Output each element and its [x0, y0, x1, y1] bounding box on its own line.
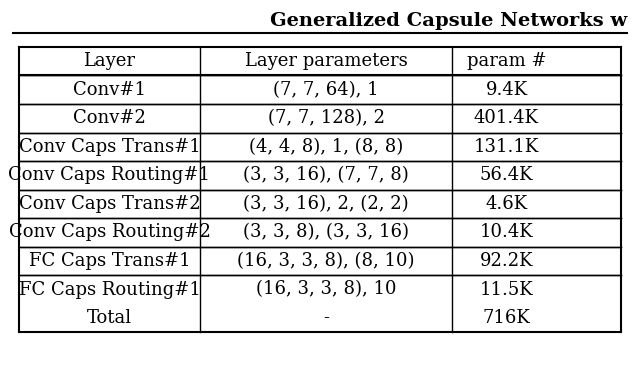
Text: Total: Total — [87, 309, 132, 327]
Text: Conv#1: Conv#1 — [73, 81, 146, 99]
Text: (3, 3, 16), 2, (2, 2): (3, 3, 16), 2, (2, 2) — [243, 195, 409, 213]
Text: 4.6K: 4.6K — [485, 195, 527, 213]
Text: 131.1K: 131.1K — [474, 138, 539, 156]
Text: 56.4K: 56.4K — [480, 166, 533, 185]
Text: FC Caps Trans#1: FC Caps Trans#1 — [29, 252, 190, 270]
Text: Generalized Capsule Networks w: Generalized Capsule Networks w — [270, 12, 627, 30]
Text: Conv Caps Trans#1: Conv Caps Trans#1 — [19, 138, 200, 156]
Text: 92.2K: 92.2K — [480, 252, 533, 270]
Text: (7, 7, 128), 2: (7, 7, 128), 2 — [268, 109, 385, 127]
Text: (3, 3, 16), (7, 7, 8): (3, 3, 16), (7, 7, 8) — [243, 166, 409, 185]
Text: (16, 3, 3, 8), (8, 10): (16, 3, 3, 8), (8, 10) — [237, 252, 415, 270]
Text: Conv Caps Routing#1: Conv Caps Routing#1 — [8, 166, 211, 185]
Text: -: - — [323, 309, 329, 327]
Text: 9.4K: 9.4K — [485, 81, 527, 99]
Text: Layer parameters: Layer parameters — [244, 52, 408, 70]
Text: (16, 3, 3, 8), 10: (16, 3, 3, 8), 10 — [256, 280, 396, 299]
Text: FC Caps Routing#1: FC Caps Routing#1 — [19, 280, 200, 299]
Text: 11.5K: 11.5K — [480, 280, 533, 299]
Text: 716K: 716K — [483, 309, 531, 327]
Text: param #: param # — [467, 52, 547, 70]
Text: (4, 4, 8), 1, (8, 8): (4, 4, 8), 1, (8, 8) — [249, 138, 403, 156]
Text: (7, 7, 64), 1: (7, 7, 64), 1 — [273, 81, 379, 99]
Text: 10.4K: 10.4K — [480, 223, 533, 242]
Text: 401.4K: 401.4K — [474, 109, 539, 127]
Text: Layer: Layer — [83, 52, 136, 70]
Text: Conv#2: Conv#2 — [73, 109, 146, 127]
Text: Conv Caps Trans#2: Conv Caps Trans#2 — [19, 195, 200, 213]
Text: (3, 3, 8), (3, 3, 16): (3, 3, 8), (3, 3, 16) — [243, 223, 409, 242]
Text: Conv Caps Routing#2: Conv Caps Routing#2 — [8, 223, 211, 242]
